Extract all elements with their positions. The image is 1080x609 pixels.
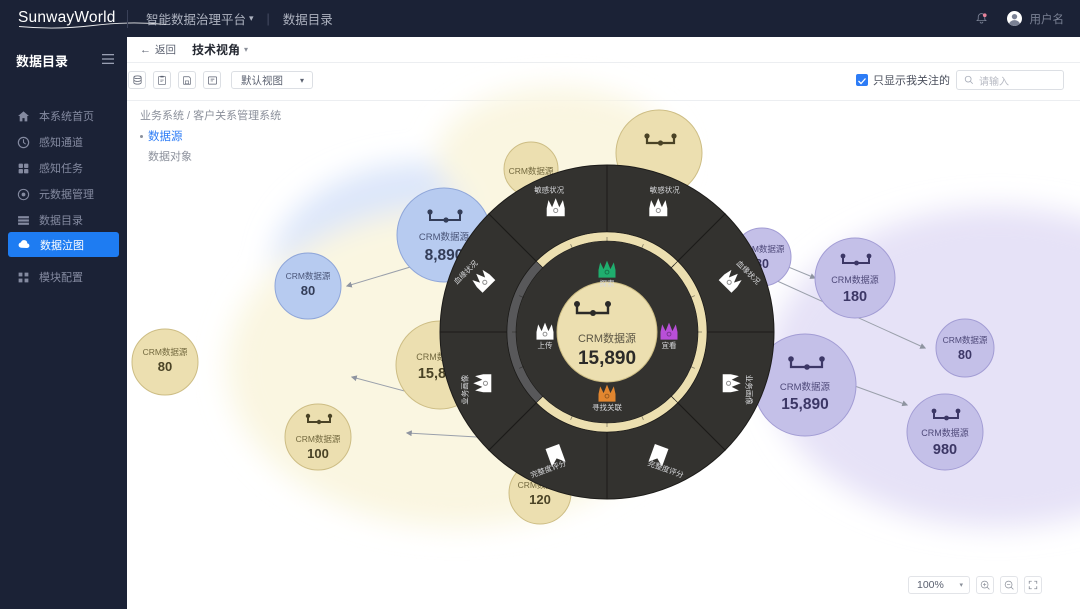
svg-text:SunwayWorld: SunwayWorld xyxy=(18,9,116,26)
svg-text:寻找关联: 寻找关联 xyxy=(592,402,622,412)
svg-text:业务画像: 业务画像 xyxy=(745,375,755,405)
svg-text:敏感状况: 敏感状况 xyxy=(650,185,680,195)
svg-text:探索: 探索 xyxy=(600,278,615,288)
svg-text:15,890: 15,890 xyxy=(578,348,636,369)
svg-text:上传: 上传 xyxy=(538,340,553,350)
svg-text:敏感状况: 敏感状况 xyxy=(534,185,564,195)
svg-text:宜看: 宜看 xyxy=(662,340,677,350)
svg-text:CRM数据源: CRM数据源 xyxy=(578,331,636,345)
svg-text:业务画像: 业务画像 xyxy=(460,374,470,404)
